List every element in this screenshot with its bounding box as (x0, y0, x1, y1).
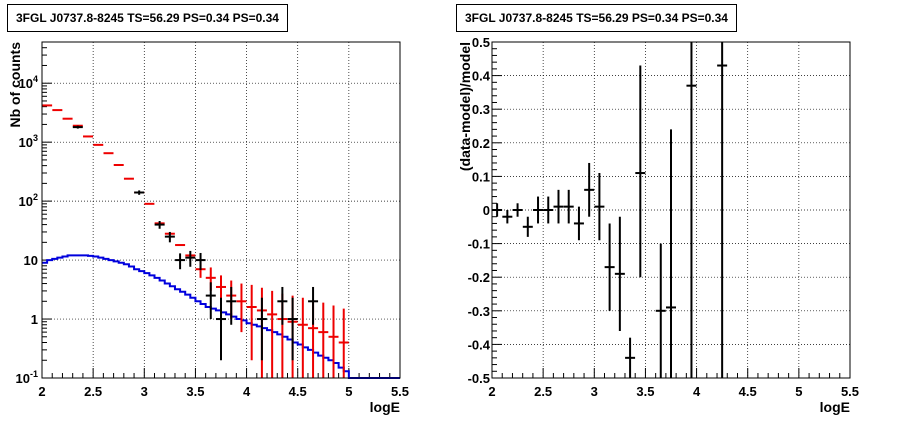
x-tick-label: 3 (591, 384, 598, 399)
x-tick-label: 2.5 (84, 384, 102, 399)
residuals-panel: 2 2.5 3 3.5 4 4.5 5 5.5 -0.5 -0.4 -0.3 -0.2 -0.1 0 0.1… (457, 35, 859, 415)
x-tick-label: 5.5 (391, 384, 409, 399)
y-tick-label: 0.5 (472, 35, 490, 50)
x-tick-label: 3.5 (186, 384, 204, 399)
x-tick-label: 2 (38, 384, 45, 399)
y-tick-label: -0.5 (468, 371, 490, 386)
x-tick-label: 2.5 (534, 384, 552, 399)
y-tick-label: -0.3 (468, 304, 490, 319)
residual-marks (492, 42, 728, 378)
y-tick-label: -0.4 (468, 337, 491, 352)
x-tick-label: 5 (795, 384, 802, 399)
y-tick-label: 1 (31, 312, 38, 327)
x-tick-label: 5.5 (841, 384, 859, 399)
x-tick-label: 2 (488, 384, 495, 399)
counts-panel: 2 2.5 3 3.5 4 4.5 5 5.5 10-1 1 10 102 103 104 logE Nb o… (7, 41, 409, 415)
plot-frame (491, 41, 851, 379)
y-tick-label: 0.2 (472, 136, 490, 151)
y-tick-label: 0 (483, 203, 490, 218)
left-chart-title: 3FGL J0737.8-8245 TS=56.29 PS=0.34 PS=0.… (7, 4, 288, 32)
y-tick-label: 0.3 (472, 102, 490, 117)
y-tick-label: 103 (19, 133, 38, 150)
right-chart-title: 3FGL J0737.8-8245 TS=56.29 PS=0.34 PS=0.… (456, 4, 737, 32)
plot-frame (41, 41, 401, 379)
x-tick-label: 3.5 (636, 384, 654, 399)
y-axis-label: (data-model)/model (457, 42, 473, 171)
x-axis-label: logE (370, 399, 400, 415)
x-tick-label: 4 (243, 384, 251, 399)
y-tick-label: 10-1 (16, 369, 38, 386)
y-tick-label: 104 (19, 74, 38, 91)
y-tick-label: 10 (24, 253, 38, 268)
y-tick-label: 0.1 (472, 169, 490, 184)
y-axis-label: Nb of counts (7, 42, 23, 128)
y-tick-label: 0.4 (472, 69, 491, 84)
x-tick-label: 4.5 (289, 384, 307, 399)
x-tick-label: 5 (345, 384, 352, 399)
x-tick-label: 3 (141, 384, 148, 399)
y-tick-label: -0.1 (468, 237, 490, 252)
x-tick-label: 4.5 (739, 384, 757, 399)
y-tick-label: -0.2 (468, 270, 490, 285)
x-axis-label: logE (820, 399, 850, 415)
x-tick-label: 4 (693, 384, 701, 399)
y-tick-label: 102 (19, 192, 38, 209)
